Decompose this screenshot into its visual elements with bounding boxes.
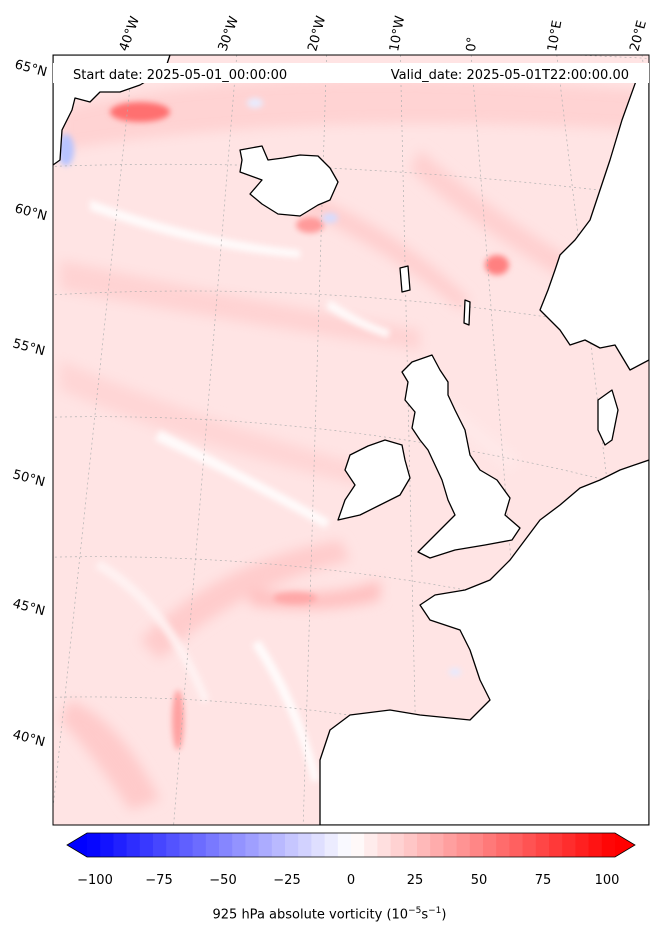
colorbar-outline xyxy=(66,832,636,858)
lat-label: 55°N xyxy=(11,336,47,359)
lon-label: 20°W xyxy=(305,14,329,53)
colorbar-segment xyxy=(324,833,339,857)
colorbar-segment xyxy=(271,833,286,857)
colorbar-extend-high xyxy=(615,833,635,857)
colorbar-segment xyxy=(535,833,550,857)
colorbar-segment xyxy=(179,833,194,857)
colorbar-tick: −50 xyxy=(209,873,236,888)
colorbar-segment xyxy=(139,833,154,857)
negative-vorticity xyxy=(58,98,461,676)
colorbar-segment xyxy=(219,833,233,857)
colorbar-segment xyxy=(562,833,576,857)
map-frame xyxy=(52,54,650,826)
colorbar-ticks: −100 −75 −50 −25 0 25 50 75 100 xyxy=(77,873,619,888)
colorbar-tick: 100 xyxy=(595,873,620,888)
lat-label: 60°N xyxy=(13,201,49,224)
vorticity-maxima xyxy=(110,102,509,750)
colorbar-segment xyxy=(126,833,141,857)
shetland xyxy=(463,299,471,326)
colorbar-segment xyxy=(483,833,497,857)
colorbar-segment xyxy=(192,833,207,857)
colorbar-label: 925 hPa absolute vorticity (10−5s−1) xyxy=(212,906,447,923)
colorbar-tick: 75 xyxy=(535,873,552,888)
faroe xyxy=(399,265,411,293)
colorbar-segment xyxy=(390,833,405,857)
colorbar-segment xyxy=(298,833,312,857)
colorbar-segment xyxy=(575,833,590,857)
lon-label: 20°E xyxy=(627,19,650,53)
colorbar-segment xyxy=(522,833,537,857)
lat-label: 40°N xyxy=(11,727,47,750)
colorbar-segment xyxy=(417,833,431,857)
colorbar-segment xyxy=(469,833,484,857)
colorbar-tick: −100 xyxy=(77,873,113,888)
lon-label: 10°E xyxy=(545,19,565,52)
colorbar-segment xyxy=(100,833,114,857)
header-band xyxy=(53,63,649,83)
colorbar-segment xyxy=(509,833,524,857)
colorbar-segment xyxy=(87,833,101,857)
colorbar-segment xyxy=(456,833,471,857)
colorbar-segment xyxy=(430,833,444,857)
colorbar-segment xyxy=(364,833,378,857)
lat-labels: 65°N 60°N 55°N 50°N 45°N 40°N xyxy=(11,57,49,750)
colorbar-tick: 25 xyxy=(407,873,424,888)
great-britain xyxy=(401,354,521,559)
colorbar-segment xyxy=(258,833,273,857)
lat-label: 65°N xyxy=(13,57,49,80)
valid-date: Valid_date: 2025-05-01T22:00:00.00 xyxy=(391,68,629,83)
colorbar-segment xyxy=(285,833,299,857)
colorbar-tick: 50 xyxy=(471,873,488,888)
colorbar-segment xyxy=(166,833,180,857)
lon-label: 40°W xyxy=(117,14,143,53)
colorbar-segment xyxy=(443,833,458,857)
colorbar xyxy=(66,832,636,858)
colorbar-segment xyxy=(337,833,352,857)
low-vorticity-streaks xyxy=(90,200,390,782)
map-area xyxy=(53,55,649,825)
colorbar-segment xyxy=(496,833,510,857)
colorbar-segment xyxy=(377,833,392,857)
iceland xyxy=(239,145,339,217)
start-date: Start date: 2025-05-01_00:00:00 xyxy=(73,68,287,83)
colorbar-segment xyxy=(113,833,128,857)
lat-label: 45°N xyxy=(11,596,47,619)
colorbar-segment xyxy=(153,833,167,857)
land-mask xyxy=(360,590,649,795)
colorbar-segment xyxy=(245,833,260,857)
colorbar-segment xyxy=(351,833,365,857)
colorbar-extend-low xyxy=(67,833,87,857)
colorbar-segment xyxy=(205,833,220,857)
colorbar-segment xyxy=(588,833,603,857)
colorbar-tick: −75 xyxy=(145,873,172,888)
colorbar-segment xyxy=(601,833,616,857)
ireland xyxy=(337,439,411,521)
colorbar-tick: −25 xyxy=(273,873,300,888)
lon-label: 10°W xyxy=(387,15,408,53)
lon-label: 30°W xyxy=(216,14,242,53)
denmark xyxy=(597,389,619,446)
colorbar-segment xyxy=(403,833,418,857)
lat-label: 50°N xyxy=(11,467,47,490)
lon-labels: 40°W 30°W 20°W 10°W 0° 10°E 20°E xyxy=(117,14,650,53)
colorbar-tick: 0 xyxy=(347,873,355,888)
colorbar-segment xyxy=(311,833,326,857)
colorbar-segment xyxy=(232,833,246,857)
lon-label: 0° xyxy=(464,36,480,52)
colorbar-segment xyxy=(549,833,563,857)
